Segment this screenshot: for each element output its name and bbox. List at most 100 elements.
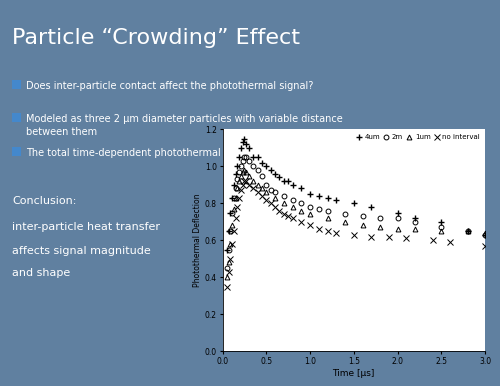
1um [232,195,238,200]
2m [246,158,252,163]
2m [263,183,269,187]
no interval [254,190,260,195]
no interval [236,195,242,200]
4um [324,195,330,200]
2m [298,201,304,206]
4um [224,247,230,252]
Line: 1um: 1um [224,168,488,280]
Y-axis label: Photothermal Deflection: Photothermal Deflection [193,193,202,287]
no interval [259,193,265,198]
Text: Does inter-particle contact affect the photothermal signal?: Does inter-particle contact affect the p… [26,81,314,91]
2m [243,155,249,159]
4um [276,175,282,180]
4um [243,142,249,146]
4um [351,201,357,206]
2m [231,195,237,200]
2m [232,186,238,191]
Bar [12,113,21,122]
4um [254,155,260,159]
1um [224,275,230,279]
no interval [243,179,249,183]
no interval [238,188,244,193]
1um [342,220,348,224]
no interval [482,244,488,248]
4um [368,205,374,209]
4um [236,155,242,159]
4um [412,216,418,220]
1um [324,216,330,220]
1um [298,208,304,213]
1um [231,207,237,211]
2m [464,229,470,234]
no interval [298,220,304,224]
1um [246,173,252,178]
4um [259,160,265,165]
2m [224,266,230,270]
2m [438,225,444,230]
1um [307,212,313,217]
no interval [240,183,246,187]
no interval [285,214,291,218]
2m [226,247,232,252]
2m [236,169,242,174]
4um [316,193,322,198]
no interval [333,230,339,235]
1um [281,201,287,206]
1um [482,230,488,235]
2m [281,193,287,198]
no interval [368,234,374,239]
X-axis label: Time [μs]: Time [μs] [332,369,375,378]
4um [464,229,470,234]
4um [285,179,291,183]
no interval [290,216,296,220]
no interval [276,208,282,213]
2m [250,164,256,169]
2m [268,188,274,193]
no interval [228,256,234,261]
4um [250,155,256,159]
2m [307,205,313,209]
no interval [324,229,330,234]
no interval [351,232,357,237]
no interval [272,205,278,209]
Text: Modeled as three 2 μm diameter particles with variable distance
between them: Modeled as three 2 μm diameter particles… [26,114,343,137]
1um [243,169,249,174]
2m [238,164,244,169]
1um [250,179,256,183]
2m [324,208,330,213]
no interval [281,212,287,217]
no interval [307,223,313,228]
1um [229,223,235,228]
1um [236,179,242,183]
2m [254,168,260,172]
1um [377,225,383,230]
no interval [224,284,230,289]
1um [464,229,470,234]
Legend: 4um, 2m, 1um, no interval: 4um, 2m, 1um, no interval [354,133,482,142]
no interval [403,236,409,241]
4um [268,168,274,172]
4um [231,183,237,187]
no interval [268,201,274,206]
1um [242,168,248,172]
Bar [12,80,21,89]
2m [377,216,383,220]
Text: affects signal magnitude: affects signal magnitude [12,246,151,256]
4um [234,164,240,169]
2m [360,214,366,218]
no interval [316,227,322,232]
1um [290,205,296,209]
2m [316,207,322,211]
2m [242,155,248,159]
4um [240,140,246,145]
no interval [232,216,238,220]
Line: no interval: no interval [224,178,488,289]
1um [360,223,366,228]
Line: 2m: 2m [224,155,488,271]
Text: Particle “Crowding” Effect: Particle “Crowding” Effect [12,28,300,48]
4um [238,146,244,150]
no interval [246,183,252,187]
4um [298,186,304,191]
4um [228,210,234,215]
no interval [250,186,256,191]
